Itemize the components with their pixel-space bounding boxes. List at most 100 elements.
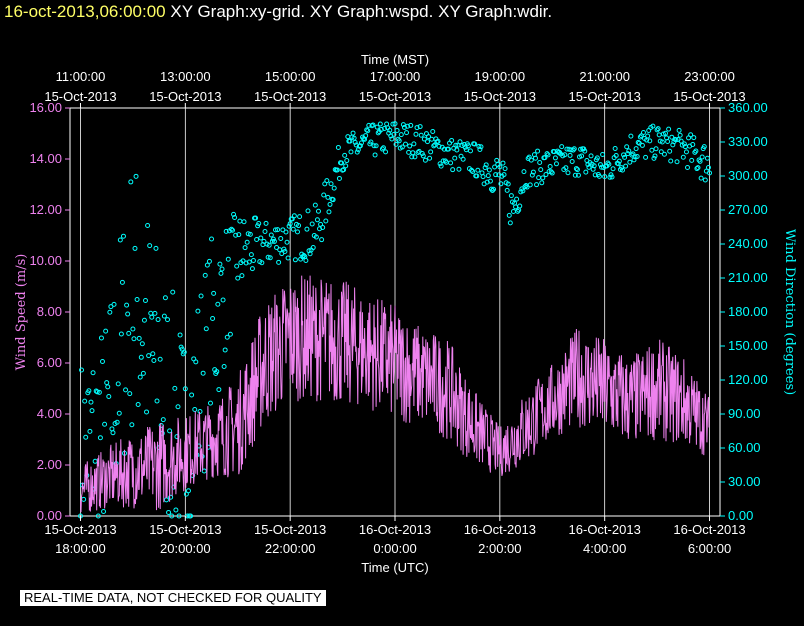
wind-direction-point xyxy=(242,245,248,251)
wind-direction-point xyxy=(244,239,250,245)
wind-direction-point xyxy=(267,255,273,261)
wind-direction-point xyxy=(141,317,147,323)
wind-direction-point xyxy=(689,157,695,163)
wind-direction-point xyxy=(602,174,608,180)
wind-direction-point xyxy=(438,163,444,169)
wind-direction-point xyxy=(236,232,242,238)
wind-direction-point xyxy=(285,255,291,261)
wind-direction-point xyxy=(139,341,145,347)
wind-direction-point xyxy=(347,138,353,144)
wind-direction-point xyxy=(493,172,499,178)
wind-direction-point xyxy=(699,154,705,160)
wind-direction-point xyxy=(219,266,225,272)
bottom-tick-label-date: 15-Oct-2013 xyxy=(149,522,221,537)
bottom-tick-label-time: 18:00:00 xyxy=(55,541,106,556)
wind-direction-point xyxy=(469,167,475,173)
wind-direction-point xyxy=(292,257,298,263)
wind-direction-point xyxy=(571,146,577,152)
wind-direction-point xyxy=(142,297,148,303)
wind-direction-point xyxy=(390,121,396,127)
bottom-axis-label: Time (UTC) xyxy=(361,560,428,575)
wind-direction-point xyxy=(287,221,293,227)
wind-direction-point xyxy=(96,389,102,395)
wind-direction-point xyxy=(607,174,613,180)
right-tick-label: 270.00 xyxy=(728,202,768,217)
wind-direction-point xyxy=(707,170,713,176)
bottom-tick-label-time: 6:00:00 xyxy=(688,541,731,556)
wind-direction-point xyxy=(623,163,629,169)
wind-direction-point xyxy=(487,178,493,184)
wind-direction-point xyxy=(505,181,511,187)
top-tick-label-time: 21:00:00 xyxy=(579,69,630,84)
top-tick-label-time: 19:00:00 xyxy=(475,69,526,84)
wind-direction-point xyxy=(127,391,133,397)
wind-direction-point xyxy=(182,386,188,392)
wind-direction-point xyxy=(680,154,686,160)
wind-direction-point xyxy=(445,146,451,152)
wind-direction-point xyxy=(151,357,157,363)
wind-direction-point xyxy=(553,161,559,167)
wind-direction-point xyxy=(235,275,241,281)
wind-direction-point xyxy=(326,209,332,215)
wind-direction-point xyxy=(662,130,668,136)
wind-direction-point xyxy=(681,141,687,147)
wind-direction-point xyxy=(658,149,664,155)
wind-direction-point xyxy=(695,165,701,171)
wind-direction-point xyxy=(448,160,454,166)
wind-direction-point xyxy=(258,235,264,241)
wind-direction-point xyxy=(343,163,349,169)
wind-direction-point xyxy=(202,272,208,278)
left-tick-label: 4.00 xyxy=(37,406,62,421)
wind-direction-point xyxy=(627,159,633,165)
wind-direction-point xyxy=(137,374,143,380)
wind-direction-point xyxy=(167,428,173,434)
right-tick-label: 180.00 xyxy=(728,304,768,319)
right-tick-label: 360.00 xyxy=(728,100,768,115)
wind-direction-point xyxy=(636,140,642,146)
wind-direction-point xyxy=(153,245,159,251)
wind-direction-point xyxy=(152,310,158,316)
wind-direction-point xyxy=(248,252,254,258)
wind-direction-point xyxy=(666,126,672,132)
wind-direction-point xyxy=(484,179,490,185)
wind-direction-point xyxy=(620,167,625,173)
wind-direction-point xyxy=(163,497,169,503)
wind-direction-point xyxy=(217,261,223,267)
wind-direction-point xyxy=(224,334,230,340)
wind-direction-point xyxy=(492,164,498,170)
wind-direction-point xyxy=(225,256,231,262)
wind-direction-point xyxy=(659,139,665,145)
header-graph-title-3: XY Graph:wdir. xyxy=(438,2,553,21)
wind-direction-point xyxy=(520,188,526,194)
wind-direction-point xyxy=(393,141,399,147)
wind-direction-point xyxy=(370,122,376,128)
left-tick-label: 8.00 xyxy=(37,304,62,319)
wind-direction-point xyxy=(371,143,377,149)
wind-direction-point xyxy=(529,172,535,178)
wind-direction-point xyxy=(572,172,578,178)
wind-direction-point xyxy=(327,201,333,207)
wind-direction-point xyxy=(193,359,199,365)
wind-direction-point xyxy=(348,149,354,155)
wind-direction-point xyxy=(369,123,375,129)
wind-direction-point xyxy=(266,242,272,248)
wind-direction-point xyxy=(176,513,182,519)
wind-direction-point xyxy=(694,166,700,172)
wind-direction-point xyxy=(291,213,297,219)
wind-direction-point xyxy=(203,326,209,332)
wind-direction-point xyxy=(668,158,674,164)
wind-direction-point xyxy=(478,144,484,150)
wind-direction-point xyxy=(650,123,656,129)
wind-direction-point xyxy=(314,217,320,223)
wind-direction-point xyxy=(144,409,150,415)
wind-direction-point xyxy=(111,301,117,307)
wind-direction-point xyxy=(498,181,504,187)
wind-direction-point xyxy=(476,143,482,149)
wind-direction-point xyxy=(364,127,370,133)
wind-direction-point xyxy=(404,130,410,136)
wind-direction-point xyxy=(230,227,235,233)
wind-direction-point xyxy=(482,165,488,171)
right-tick-label: 210.00 xyxy=(728,270,768,285)
wind-direction-point xyxy=(233,232,239,238)
wind-direction-point xyxy=(690,141,696,147)
